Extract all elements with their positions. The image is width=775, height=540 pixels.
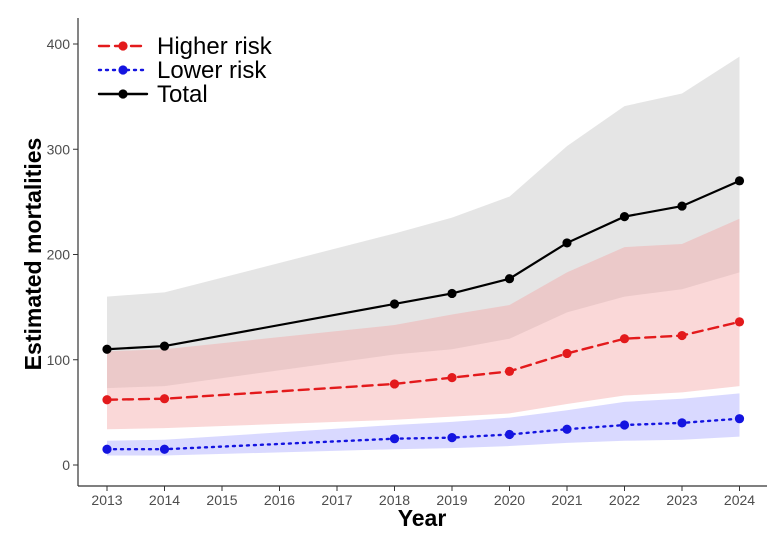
point-higher-risk-2021 (562, 348, 572, 359)
point-lower-risk-2024 (734, 414, 745, 424)
y-tick-label-200: 200 (47, 247, 71, 263)
point-total-2023 (677, 201, 687, 211)
point-total-2019 (447, 288, 457, 299)
x-tick-label-2017: 2017 (321, 492, 352, 508)
axes (77, 18, 767, 487)
y-tick-label-300: 300 (47, 141, 71, 157)
x-tick-label-2023: 2023 (666, 492, 697, 508)
point-higher-risk-2023 (677, 330, 687, 341)
x-tick-label-2019: 2019 (436, 492, 467, 508)
point-higher-risk-2014 (159, 394, 170, 404)
y-tick-label-400: 400 (47, 36, 71, 52)
point-higher-risk-2024 (734, 317, 745, 327)
x-tick-label-2014: 2014 (149, 492, 180, 508)
x-tick-label-2020: 2020 (494, 492, 525, 508)
legend-label-total: Total (157, 81, 208, 108)
x-tick-label-2024: 2024 (724, 492, 755, 508)
y-tick-label-100: 100 (47, 352, 71, 368)
point-lower-risk-2021 (562, 424, 572, 434)
point-total-2022 (619, 212, 630, 222)
confidence-bands (107, 56, 740, 456)
point-lower-risk-2013 (102, 444, 112, 454)
point-lower-risk-2020 (504, 429, 515, 440)
x-tick-label-2016: 2016 (264, 492, 295, 508)
x-axis-title: Year (398, 505, 447, 531)
x-tick-label-2018: 2018 (379, 492, 410, 508)
point-lower-risk-2018 (389, 434, 400, 444)
legend-label-lower-risk: Lower risk (157, 57, 267, 84)
point-lower-risk-2023 (677, 418, 687, 428)
x-tick-label-2013: 2013 (91, 492, 122, 508)
band-total (107, 56, 740, 389)
line-lower-risk (105, 417, 741, 451)
point-higher-risk-2013 (102, 395, 112, 405)
x-tick-label-2022: 2022 (609, 492, 640, 508)
point-total-2024 (734, 176, 745, 186)
x-tick-label-2021: 2021 (551, 492, 582, 508)
point-higher-risk-2018 (389, 379, 400, 389)
band-lower-risk (107, 393, 740, 456)
y-axis-title: Estimated mortalities (20, 138, 46, 371)
point-total-2013 (102, 344, 112, 354)
point-lower-risk-2014 (159, 444, 170, 454)
point-lower-risk-2022 (619, 420, 630, 430)
x-ticks: 2013 2014 2015 2016 2017 2018 2019 2020 2021 2022… (91, 486, 755, 508)
point-total-2021 (562, 238, 572, 248)
legend-marker-total (118, 89, 128, 99)
point-higher-risk-2019 (447, 373, 457, 383)
point-lower-risk-2019 (447, 433, 457, 443)
x-tick-label-2015: 2015 (206, 492, 237, 508)
point-higher-risk-2022 (619, 334, 630, 344)
legend-marker-higher-risk (118, 41, 128, 51)
point-total-2018 (389, 299, 400, 309)
point-total-2020 (504, 274, 515, 284)
legend-marker-lower-risk (118, 65, 128, 75)
point-higher-risk-2020 (504, 366, 515, 376)
legend-label-higher-risk: Higher risk (157, 33, 273, 60)
y-ticks: 0 100 200 300 400 (47, 36, 78, 473)
y-tick-label-0: 0 (62, 457, 70, 473)
series-points (102, 176, 745, 454)
band-higher-risk (107, 218, 740, 430)
point-total-2014 (159, 341, 170, 351)
